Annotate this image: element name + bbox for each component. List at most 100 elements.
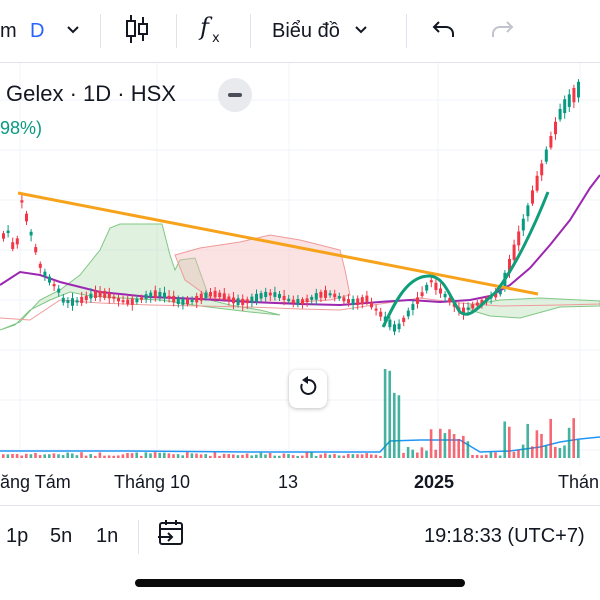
- candle-body: [480, 299, 484, 304]
- candle-body: [439, 288, 442, 294]
- volume-bar: [273, 455, 276, 458]
- clock-timezone[interactable]: 19:18:33 (UTC+7): [424, 524, 585, 547]
- candle-body: [43, 271, 47, 277]
- volume-bar: [526, 423, 529, 458]
- volume-bar: [38, 455, 42, 458]
- candle-body: [140, 297, 143, 300]
- range-5n-button[interactable]: 5n: [50, 524, 73, 547]
- candle-body: [314, 293, 318, 300]
- candle-body: [80, 296, 84, 304]
- volume-bar: [241, 454, 244, 458]
- toolbar-divider: [176, 14, 177, 48]
- candle-body: [512, 244, 516, 260]
- volume-bar: [61, 455, 65, 458]
- candle-body: [337, 296, 341, 299]
- candle-body: [2, 233, 5, 239]
- volume-bar: [236, 455, 240, 458]
- volume-bars-group: [2, 369, 580, 458]
- volume-bar: [107, 455, 111, 458]
- candle-body: [402, 317, 406, 323]
- chart-type-dropdown[interactable]: Biểu đồ: [272, 0, 368, 62]
- volume-bar: [2, 454, 5, 458]
- volume-bar: [245, 453, 249, 458]
- candle-body: [227, 296, 231, 301]
- volume-bar: [66, 452, 69, 458]
- range-1n-button[interactable]: 1n: [96, 524, 119, 547]
- candle-body: [11, 242, 15, 249]
- candle-body: [245, 299, 249, 304]
- candle-body: [388, 319, 392, 328]
- volume-bar: [153, 452, 157, 458]
- volume-bar: [517, 449, 520, 458]
- cloud-bullish-right: [469, 297, 600, 319]
- volume-bar: [554, 446, 557, 458]
- volume-bar: [71, 453, 74, 458]
- volume-bar: [342, 455, 345, 458]
- x-axis-label: 13: [278, 472, 299, 492]
- volume-bar: [365, 453, 368, 458]
- redo-icon: [490, 19, 516, 44]
- volume-bar: [416, 452, 419, 458]
- chart-canvas[interactable]: [0, 63, 600, 500]
- candle-body: [379, 311, 383, 317]
- volume-bar: [15, 454, 19, 458]
- chart-type-label: Biểu đồ: [272, 19, 340, 42]
- volume-bar: [291, 455, 295, 458]
- candle-body: [273, 292, 277, 297]
- volume-bar: [489, 452, 493, 458]
- volume-bar: [577, 439, 580, 458]
- fx-icon: f x: [198, 13, 226, 50]
- x-axis-label: 2025: [414, 472, 455, 492]
- candle-body: [6, 230, 10, 234]
- volume-bar: [112, 455, 115, 458]
- symbol-legend-title[interactable]: Gelex · 1D · HSX: [6, 81, 176, 106]
- candle-body: [526, 205, 530, 217]
- range-1p-button[interactable]: 1p: [6, 524, 29, 547]
- volume-bar: [374, 454, 378, 458]
- candle-body: [420, 292, 424, 297]
- volume-bar: [360, 454, 364, 458]
- volume-bar: [186, 452, 189, 458]
- volume-bar: [475, 454, 479, 458]
- reset-chart-button[interactable]: [289, 370, 327, 408]
- trendline[interactable]: [17, 191, 539, 296]
- candle-body: [319, 291, 323, 298]
- collapse-legend-button[interactable]: [218, 78, 252, 112]
- candle-body: [98, 290, 102, 298]
- go-to-date-button[interactable]: [156, 506, 188, 566]
- candle-body: [218, 292, 222, 298]
- interval-partial-label[interactable]: m: [0, 0, 17, 62]
- candle-body: [549, 135, 553, 148]
- candle-body: [29, 231, 33, 236]
- volume-bar: [319, 454, 322, 458]
- candle-body: [57, 288, 61, 293]
- candle-body: [416, 297, 419, 304]
- candle-body: [264, 291, 268, 298]
- volume-bar: [549, 418, 552, 458]
- candle-body: [282, 295, 286, 300]
- redo-button[interactable]: [490, 0, 516, 62]
- volume-bar: [48, 454, 51, 458]
- toolbar-divider: [100, 14, 101, 48]
- volume-bar: [434, 449, 437, 458]
- volume-bar: [370, 454, 373, 458]
- candle-body: [163, 292, 166, 298]
- candle-body: [222, 293, 226, 300]
- cup-pattern-curve[interactable]: [381, 191, 550, 328]
- volume-bar: [457, 438, 460, 458]
- candle-body: [347, 299, 350, 303]
- volume-bar: [388, 370, 391, 458]
- interval-selector[interactable]: D: [30, 0, 80, 62]
- candle-body: [144, 294, 148, 299]
- volume-bar: [29, 454, 33, 458]
- price-chart[interactable]: [0, 63, 600, 500]
- volume-bar: [57, 454, 60, 458]
- volume-bar: [227, 454, 230, 458]
- indicators-button[interactable]: f x: [198, 0, 226, 62]
- chart-style-button[interactable]: [124, 0, 150, 62]
- undo-button[interactable]: [430, 0, 456, 62]
- volume-bar: [379, 455, 382, 458]
- volume-bar: [383, 369, 387, 458]
- volume-bar: [268, 452, 272, 458]
- volume-bar: [176, 454, 180, 458]
